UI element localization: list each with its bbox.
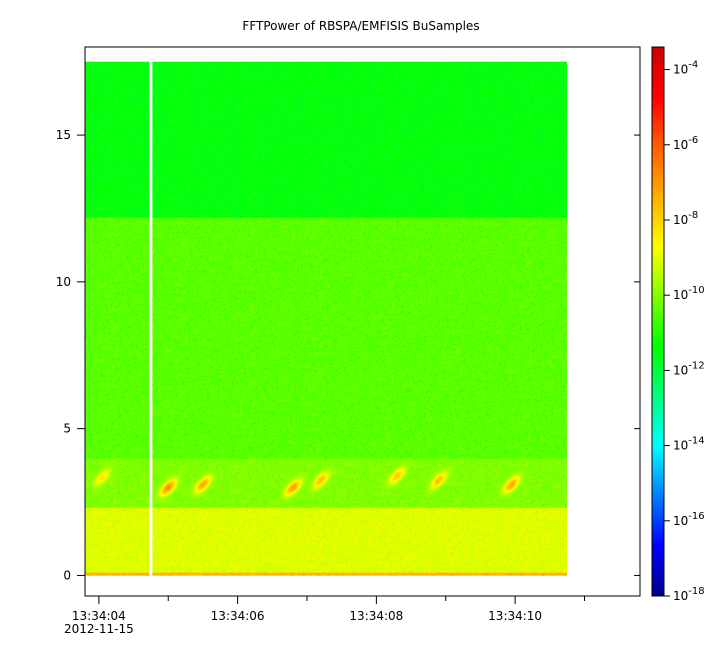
colorbar-axis: 10-4 10-6 10-8 10-10 10-12 10-14 10-16 10-18 <box>664 60 705 603</box>
colorbar-tick-label: 10-14 <box>673 436 705 453</box>
plot-frame <box>84 46 641 597</box>
x-tick-sublabel: 2012-11-15 <box>64 622 134 636</box>
spectrogram-raster <box>85 61 567 576</box>
x-tick-label: 13:34:06 <box>211 609 265 623</box>
y-tick-label: 5 <box>63 422 71 436</box>
colorbar-tick-label: 10-12 <box>673 360 705 377</box>
spectrogram-image <box>85 61 567 576</box>
y-tick-label: 0 <box>63 568 71 582</box>
x-tick-label: 13:34:10 <box>488 609 542 623</box>
chart-title: FFTPower of RBSPA/EMFISIS BuSamples <box>242 19 479 33</box>
colorbar-tick-label: 10-8 <box>673 210 698 227</box>
data-gap <box>149 61 153 576</box>
colorbar-tick-label: 10-18 <box>673 586 705 603</box>
y-tick-label: 15 <box>56 128 71 142</box>
y-axis: 0 5 10 15 <box>56 128 640 582</box>
y-tick-label: 10 <box>56 275 71 289</box>
colorbar-tick-label: 10-6 <box>673 135 698 152</box>
colorbar-gradient <box>652 47 664 596</box>
colorbar-frame <box>651 46 665 597</box>
colorbar-tick-label: 10-4 <box>673 60 698 77</box>
colorbar-tick-label: 10-10 <box>673 285 705 302</box>
x-tick-label: 13:34:04 <box>72 609 126 623</box>
x-tick-label: 13:34:08 <box>349 609 403 623</box>
colorbar-tick-label: 10-16 <box>673 511 705 528</box>
